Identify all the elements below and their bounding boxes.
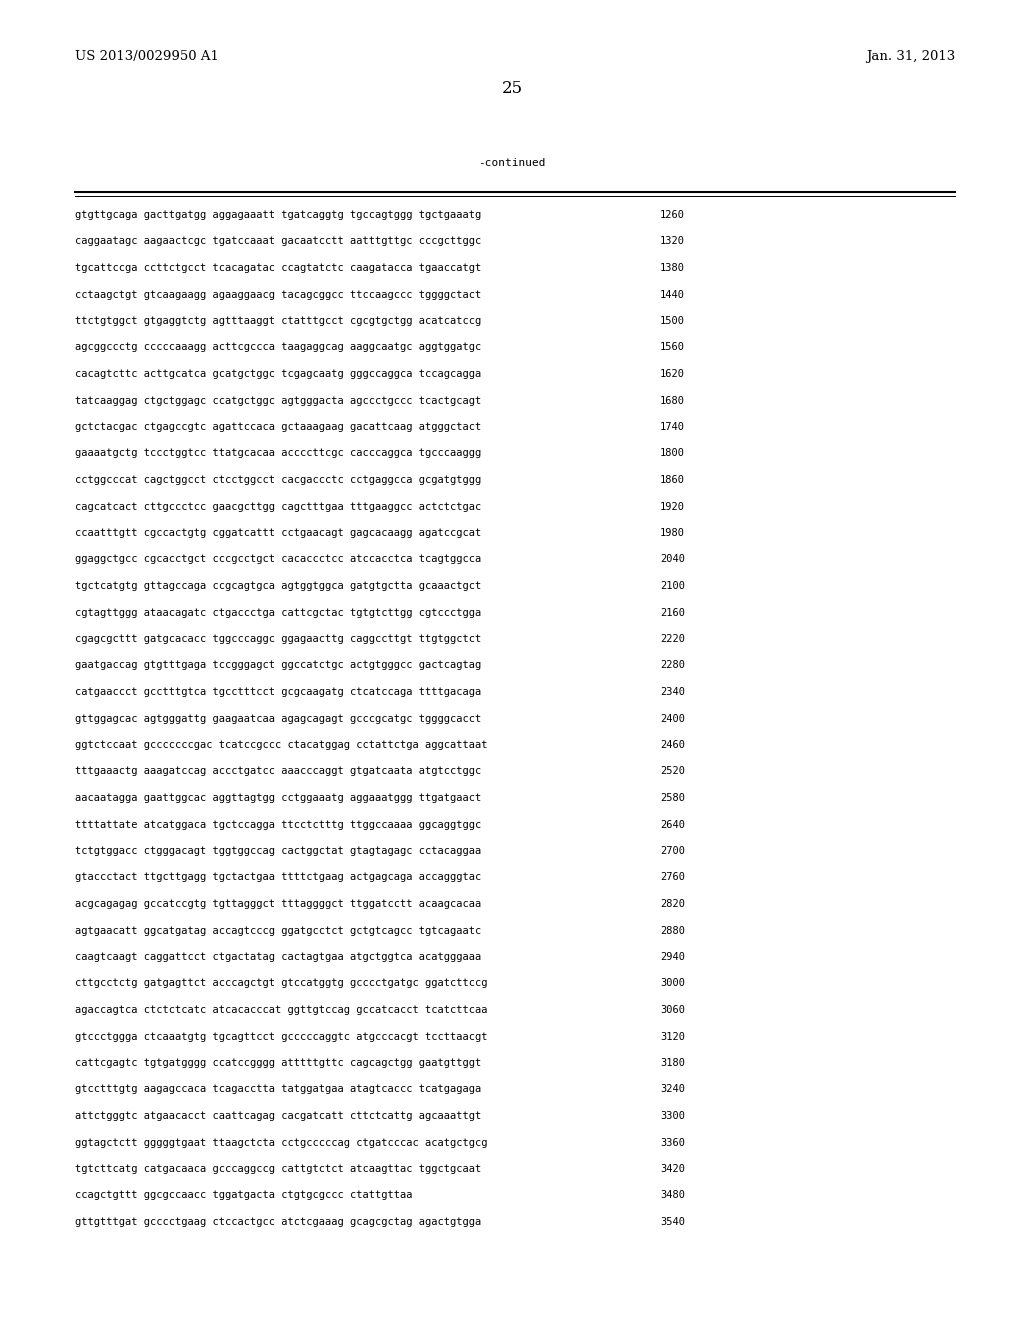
- Text: agcggccctg cccccaaagg acttcgccca taagaggcag aaggcaatgc aggtggatgc: agcggccctg cccccaaagg acttcgccca taagagg…: [75, 342, 481, 352]
- Text: ttctgtggct gtgaggtctg agtttaaggt ctatttgcct cgcgtgctgg acatcatccg: ttctgtggct gtgaggtctg agtttaaggt ctatttg…: [75, 315, 481, 326]
- Text: 3180: 3180: [660, 1059, 685, 1068]
- Text: ttttattate atcatggaca tgctccagga ttcctctttg ttggccaaaa ggcaggtggc: ttttattate atcatggaca tgctccagga ttcctct…: [75, 820, 481, 829]
- Text: cgtagttggg ataacagatc ctgaccctga cattcgctac tgtgtcttgg cgtccctgga: cgtagttggg ataacagatc ctgaccctga cattcgc…: [75, 607, 481, 618]
- Text: -continued: -continued: [478, 158, 546, 168]
- Text: 3420: 3420: [660, 1164, 685, 1173]
- Text: caggaatagc aagaactcgc tgatccaaat gacaatcctt aatttgttgc cccgcttggc: caggaatagc aagaactcgc tgatccaaat gacaatc…: [75, 236, 481, 247]
- Text: 1980: 1980: [660, 528, 685, 539]
- Text: gaatgaccag gtgtttgaga tccgggagct ggccatctgc actgtgggcc gactcagtag: gaatgaccag gtgtttgaga tccgggagct ggccatc…: [75, 660, 481, 671]
- Text: 1500: 1500: [660, 315, 685, 326]
- Text: caagtcaagt caggattcct ctgactatag cactagtgaa atgctggtca acatgggaaa: caagtcaagt caggattcct ctgactatag cactagt…: [75, 952, 481, 962]
- Text: 3120: 3120: [660, 1031, 685, 1041]
- Text: 2820: 2820: [660, 899, 685, 909]
- Text: 2280: 2280: [660, 660, 685, 671]
- Text: 2640: 2640: [660, 820, 685, 829]
- Text: cttgcctctg gatgagttct acccagctgt gtccatggtg gcccctgatgc ggatcttccg: cttgcctctg gatgagttct acccagctgt gtccatg…: [75, 978, 487, 989]
- Text: 2400: 2400: [660, 714, 685, 723]
- Text: 3540: 3540: [660, 1217, 685, 1228]
- Text: gtccctggga ctcaaatgtg tgcagttcct gcccccaggtc atgcccacgt tccttaacgt: gtccctggga ctcaaatgtg tgcagttcct gccccca…: [75, 1031, 487, 1041]
- Text: cattcgagtc tgtgatgggg ccatccgggg atttttgttc cagcagctgg gaatgttggt: cattcgagtc tgtgatgggg ccatccgggg atttttg…: [75, 1059, 481, 1068]
- Text: 1740: 1740: [660, 422, 685, 432]
- Text: Jan. 31, 2013: Jan. 31, 2013: [865, 50, 955, 63]
- Text: tatcaaggag ctgctggagc ccatgctggc agtgggacta agccctgccc tcactgcagt: tatcaaggag ctgctggagc ccatgctggc agtggga…: [75, 396, 481, 405]
- Text: gctctacgac ctgagccgtc agattccaca gctaaagaag gacattcaag atgggctact: gctctacgac ctgagccgtc agattccaca gctaaag…: [75, 422, 481, 432]
- Text: ggaggctgcc cgcacctgct cccgcctgct cacaccctcc atccacctca tcagtggcca: ggaggctgcc cgcacctgct cccgcctgct cacaccc…: [75, 554, 481, 565]
- Text: aacaatagga gaattggcac aggttagtgg cctggaaatg aggaaatggg ttgatgaact: aacaatagga gaattggcac aggttagtgg cctggaa…: [75, 793, 481, 803]
- Text: 2880: 2880: [660, 925, 685, 936]
- Text: gtaccctact ttgcttgagg tgctactgaa ttttctgaag actgagcaga accagggtac: gtaccctact ttgcttgagg tgctactgaa ttttctg…: [75, 873, 481, 883]
- Text: 2520: 2520: [660, 767, 685, 776]
- Text: ccaatttgtt cgccactgtg cggatcattt cctgaacagt gagcacaagg agatccgcat: ccaatttgtt cgccactgtg cggatcattt cctgaac…: [75, 528, 481, 539]
- Text: catgaaccct gcctttgtca tgcctttcct gcgcaagatg ctcatccaga ttttgacaga: catgaaccct gcctttgtca tgcctttcct gcgcaag…: [75, 686, 481, 697]
- Text: 1260: 1260: [660, 210, 685, 220]
- Text: 1620: 1620: [660, 370, 685, 379]
- Text: 2940: 2940: [660, 952, 685, 962]
- Text: 2160: 2160: [660, 607, 685, 618]
- Text: ggtagctctt gggggtgaat ttaagctcta cctgcccccag ctgatcccac acatgctgcg: ggtagctctt gggggtgaat ttaagctcta cctgccc…: [75, 1138, 487, 1147]
- Text: attctgggtc atgaacacct caattcagag cacgatcatt cttctcattg agcaaattgt: attctgggtc atgaacacct caattcagag cacgatc…: [75, 1111, 481, 1121]
- Text: 3240: 3240: [660, 1085, 685, 1094]
- Text: 3360: 3360: [660, 1138, 685, 1147]
- Text: cgagcgcttt gatgcacacc tggcccaggc ggagaacttg caggccttgt ttgtggctct: cgagcgcttt gatgcacacc tggcccaggc ggagaac…: [75, 634, 481, 644]
- Text: tgtcttcatg catgacaaca gcccaggccg cattgtctct atcaagttac tggctgcaat: tgtcttcatg catgacaaca gcccaggccg cattgtc…: [75, 1164, 481, 1173]
- Text: 1800: 1800: [660, 449, 685, 458]
- Text: 1320: 1320: [660, 236, 685, 247]
- Text: acgcagagag gccatccgtg tgttagggct tttaggggct ttggatcctt acaagcacaa: acgcagagag gccatccgtg tgttagggct tttaggg…: [75, 899, 481, 909]
- Text: 2220: 2220: [660, 634, 685, 644]
- Text: 1560: 1560: [660, 342, 685, 352]
- Text: cagcatcact cttgccctcc gaacgcttgg cagctttgaa tttgaaggcc actctctgac: cagcatcact cttgccctcc gaacgcttgg cagcttt…: [75, 502, 481, 511]
- Text: 1680: 1680: [660, 396, 685, 405]
- Text: 2040: 2040: [660, 554, 685, 565]
- Text: 2580: 2580: [660, 793, 685, 803]
- Text: 2100: 2100: [660, 581, 685, 591]
- Text: 1860: 1860: [660, 475, 685, 484]
- Text: tgcattccga ccttctgcct tcacagatac ccagtatctc caagatacca tgaaccatgt: tgcattccga ccttctgcct tcacagatac ccagtat…: [75, 263, 481, 273]
- Text: tctgtggacc ctgggacagt tggtggccag cactggctat gtagtagagc cctacaggaa: tctgtggacc ctgggacagt tggtggccag cactggc…: [75, 846, 481, 855]
- Text: cctaagctgt gtcaagaagg agaaggaacg tacagcggcc ttccaagccc tggggctact: cctaagctgt gtcaagaagg agaaggaacg tacagcg…: [75, 289, 481, 300]
- Text: 2460: 2460: [660, 741, 685, 750]
- Text: US 2013/0029950 A1: US 2013/0029950 A1: [75, 50, 219, 63]
- Text: agtgaacatt ggcatgatag accagtcccg ggatgcctct gctgtcagcc tgtcagaatc: agtgaacatt ggcatgatag accagtcccg ggatgcc…: [75, 925, 481, 936]
- Text: gtgttgcaga gacttgatgg aggagaaatt tgatcaggtg tgccagtggg tgctgaaatg: gtgttgcaga gacttgatgg aggagaaatt tgatcag…: [75, 210, 481, 220]
- Text: 2340: 2340: [660, 686, 685, 697]
- Text: 3300: 3300: [660, 1111, 685, 1121]
- Text: tttgaaactg aaagatccag accctgatcc aaacccaggt gtgatcaata atgtcctggc: tttgaaactg aaagatccag accctgatcc aaaccca…: [75, 767, 481, 776]
- Text: 2700: 2700: [660, 846, 685, 855]
- Text: cacagtcttc acttgcatca gcatgctggc tcgagcaatg gggccaggca tccagcagga: cacagtcttc acttgcatca gcatgctggc tcgagca…: [75, 370, 481, 379]
- Text: gaaaatgctg tccctggtcc ttatgcacaa accccttcgc cacccaggca tgcccaaggg: gaaaatgctg tccctggtcc ttatgcacaa acccctt…: [75, 449, 481, 458]
- Text: 3000: 3000: [660, 978, 685, 989]
- Text: ggtctccaat gcccccccgac tcatccgccc ctacatggag cctattctga aggcattaat: ggtctccaat gcccccccgac tcatccgccc ctacat…: [75, 741, 487, 750]
- Text: 25: 25: [502, 81, 522, 96]
- Text: 2760: 2760: [660, 873, 685, 883]
- Text: gttggagcac agtgggattg gaagaatcaa agagcagagt gcccgcatgc tggggcacct: gttggagcac agtgggattg gaagaatcaa agagcag…: [75, 714, 481, 723]
- Text: 3480: 3480: [660, 1191, 685, 1200]
- Text: 1440: 1440: [660, 289, 685, 300]
- Text: cctggcccat cagctggcct ctcctggcct cacgaccctc cctgaggcca gcgatgtggg: cctggcccat cagctggcct ctcctggcct cacgacc…: [75, 475, 481, 484]
- Text: agaccagtca ctctctcatc atcacacccat ggttgtccag gccatcacct tcatcttcaa: agaccagtca ctctctcatc atcacacccat ggttgt…: [75, 1005, 487, 1015]
- Text: 3060: 3060: [660, 1005, 685, 1015]
- Text: tgctcatgtg gttagccaga ccgcagtgca agtggtggca gatgtgctta gcaaactgct: tgctcatgtg gttagccaga ccgcagtgca agtggtg…: [75, 581, 481, 591]
- Text: 1380: 1380: [660, 263, 685, 273]
- Text: 1920: 1920: [660, 502, 685, 511]
- Text: ccagctgttt ggcgccaacc tggatgacta ctgtgcgccc ctattgttaa: ccagctgttt ggcgccaacc tggatgacta ctgtgcg…: [75, 1191, 413, 1200]
- Text: gtcctttgtg aagagccaca tcagacctta tatggatgaa atagtcaccc tcatgagaga: gtcctttgtg aagagccaca tcagacctta tatggat…: [75, 1085, 481, 1094]
- Text: gttgtttgat gcccctgaag ctccactgcc atctcgaaag gcagcgctag agactgtgga: gttgtttgat gcccctgaag ctccactgcc atctcga…: [75, 1217, 481, 1228]
